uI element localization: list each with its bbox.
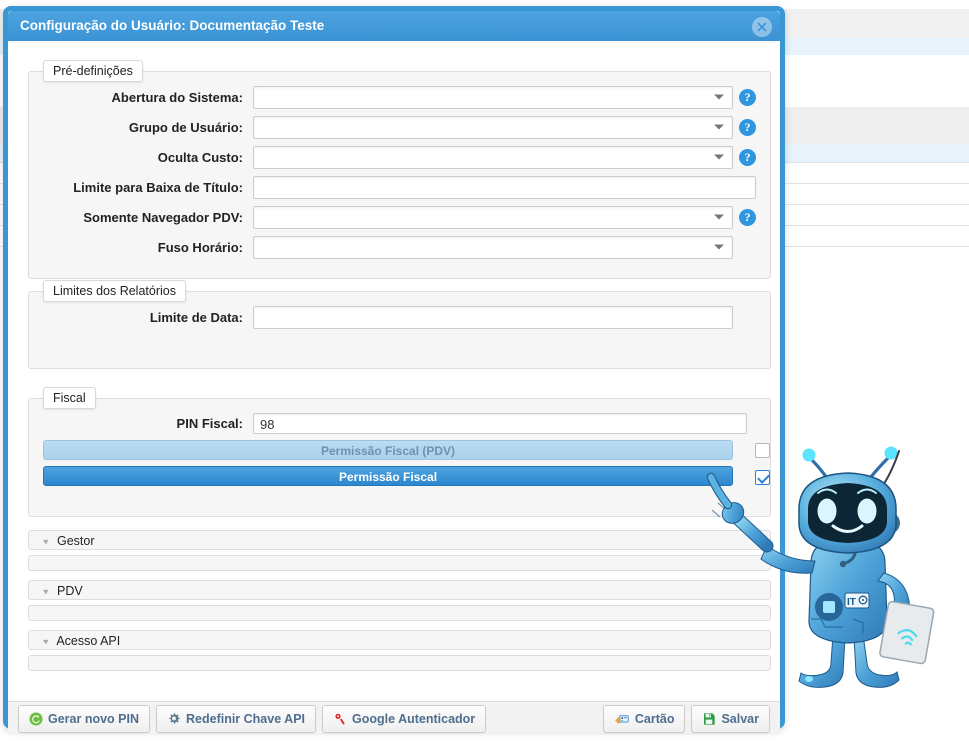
svg-text:IT: IT	[847, 597, 856, 608]
